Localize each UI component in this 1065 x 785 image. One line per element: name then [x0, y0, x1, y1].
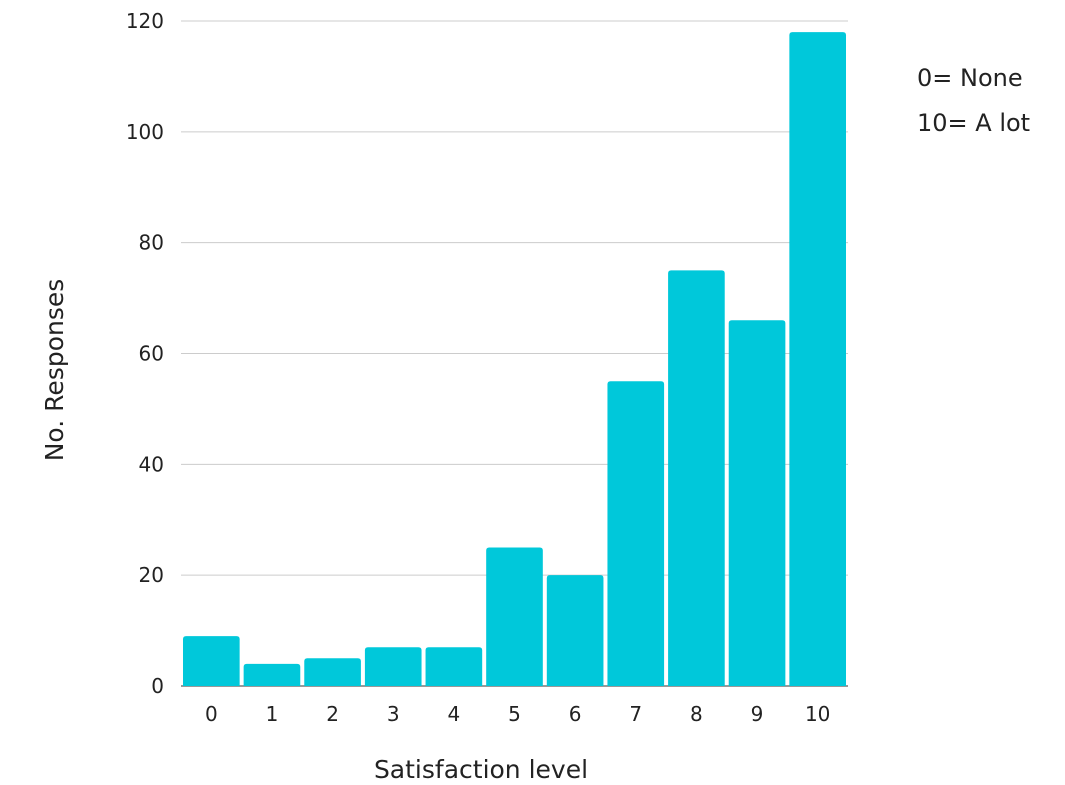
- bar-8: [668, 270, 725, 686]
- x-tick-label-2: 2: [326, 702, 339, 726]
- y-tick-label: 100: [126, 120, 164, 144]
- bar-7: [607, 381, 665, 686]
- x-tick-labels: 0 1 2 3 4 5 6 7 8 9 10: [205, 702, 830, 726]
- x-tick-label-4: 4: [447, 702, 460, 726]
- y-tick-labels: 0 20 40 60 80 100 120: [126, 9, 164, 698]
- scale-note-a-lot: 10= A lot: [917, 109, 1030, 137]
- bar-6: [546, 575, 604, 686]
- y-tick-label: 0: [151, 674, 164, 698]
- bar-3: [364, 647, 422, 686]
- bar-4: [425, 647, 483, 686]
- y-axis-title: No. Responses: [40, 279, 69, 462]
- x-tick-label-6: 6: [569, 702, 582, 726]
- bar-0: [183, 636, 240, 686]
- y-tick-label: 60: [139, 342, 164, 366]
- y-tick-label: 20: [139, 563, 164, 587]
- x-tick-label-5: 5: [508, 702, 521, 726]
- grid-layer: [181, 20, 848, 687]
- scale-note-none: 0= None: [917, 64, 1023, 92]
- x-tick-label-8: 8: [690, 702, 703, 726]
- x-axis-title: Satisfaction level: [374, 755, 588, 784]
- bar-5: [486, 547, 543, 686]
- x-tick-label-7: 7: [629, 702, 642, 726]
- bar-9: [728, 320, 786, 686]
- y-tick-label: 40: [139, 452, 164, 476]
- x-tick-label-10: 10: [805, 702, 830, 726]
- bar-1: [243, 663, 301, 686]
- x-tick-label-1: 1: [266, 702, 279, 726]
- bar-2: [304, 658, 361, 686]
- x-tick-label-9: 9: [751, 702, 764, 726]
- x-tick-label-0: 0: [205, 702, 218, 726]
- y-tick-label: 80: [139, 231, 164, 255]
- bars: [183, 32, 846, 687]
- bar-10: [789, 32, 846, 687]
- y-tick-label: 120: [126, 9, 164, 33]
- x-tick-label-3: 3: [387, 702, 400, 726]
